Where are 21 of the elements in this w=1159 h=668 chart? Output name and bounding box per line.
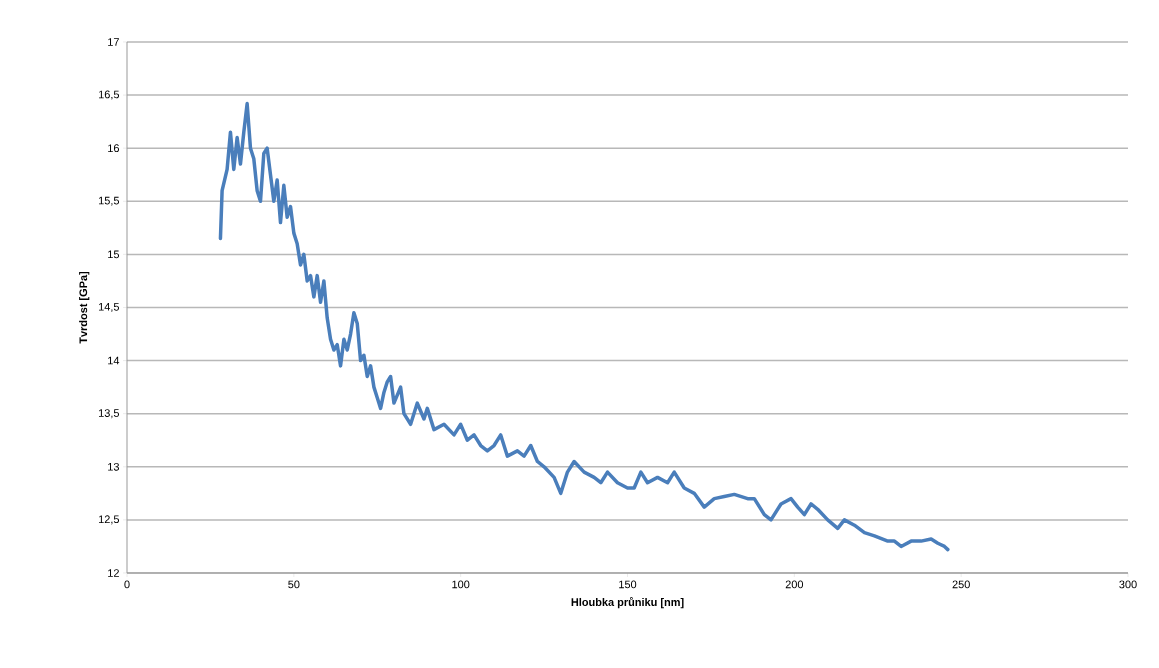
- x-tick-label: 100: [452, 580, 470, 589]
- y-tick-label: 13: [108, 462, 119, 471]
- x-tick-label: 150: [619, 580, 637, 589]
- y-tick-label: 13,5: [98, 409, 120, 419]
- y-tick-label: 14: [108, 356, 120, 365]
- y-tick-label: 16,5: [98, 90, 120, 100]
- x-tick-label: 200: [785, 580, 804, 589]
- x-tick-label: 250: [952, 580, 970, 589]
- x-tick-label: 300: [1119, 580, 1137, 589]
- y-tick-label: 12: [108, 569, 119, 577]
- y-tick-label: 16: [108, 144, 119, 153]
- x-tick-label: 0: [124, 580, 130, 589]
- x-tick-label: 50: [288, 580, 300, 589]
- y-tick-label: 14,5: [98, 303, 120, 312]
- line-series: [218, 101, 950, 552]
- y-tick-label: 15: [108, 250, 120, 259]
- y-tick-label: 12,5: [98, 515, 120, 525]
- x-axis-title: Hloubka průniku [nm]: [571, 597, 684, 609]
- y-tick-label: 17: [108, 38, 119, 46]
- y-tick-label: 15,5: [98, 196, 120, 206]
- y-axis-title: Tvrdost [GPa]: [79, 271, 90, 344]
